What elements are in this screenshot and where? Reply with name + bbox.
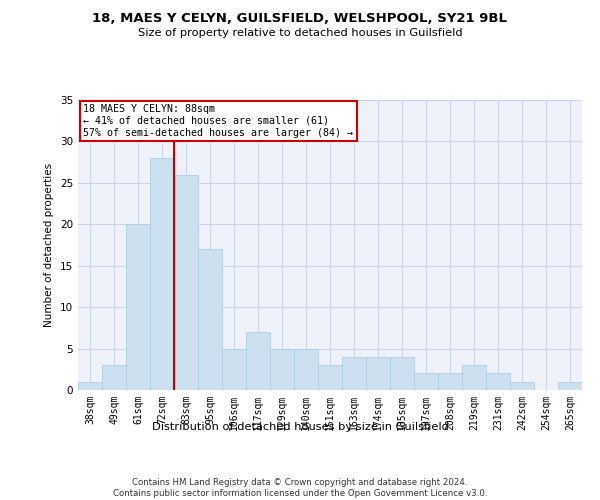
Text: 18 MAES Y CELYN: 88sqm
← 41% of detached houses are smaller (61)
57% of semi-det: 18 MAES Y CELYN: 88sqm ← 41% of detached… — [83, 104, 353, 138]
Text: Contains HM Land Registry data © Crown copyright and database right 2024.
Contai: Contains HM Land Registry data © Crown c… — [113, 478, 487, 498]
Text: Size of property relative to detached houses in Guilsfield: Size of property relative to detached ho… — [137, 28, 463, 38]
Text: Distribution of detached houses by size in Guilsfield: Distribution of detached houses by size … — [152, 422, 448, 432]
Text: 18, MAES Y CELYN, GUILSFIELD, WELSHPOOL, SY21 9BL: 18, MAES Y CELYN, GUILSFIELD, WELSHPOOL,… — [92, 12, 508, 26]
Bar — [414, 374, 438, 390]
Bar — [246, 332, 270, 390]
Bar — [342, 357, 366, 390]
Bar — [486, 374, 510, 390]
Bar — [558, 382, 582, 390]
Bar — [102, 365, 126, 390]
Bar — [390, 357, 414, 390]
Bar — [318, 365, 342, 390]
Bar — [198, 249, 222, 390]
Bar — [294, 348, 318, 390]
Bar — [126, 224, 150, 390]
Bar — [222, 348, 246, 390]
Bar — [270, 348, 294, 390]
Bar — [366, 357, 390, 390]
Bar — [78, 382, 102, 390]
Y-axis label: Number of detached properties: Number of detached properties — [44, 163, 55, 327]
Bar — [462, 365, 486, 390]
Bar — [174, 174, 198, 390]
Bar — [510, 382, 534, 390]
Bar — [438, 374, 462, 390]
Bar — [150, 158, 174, 390]
